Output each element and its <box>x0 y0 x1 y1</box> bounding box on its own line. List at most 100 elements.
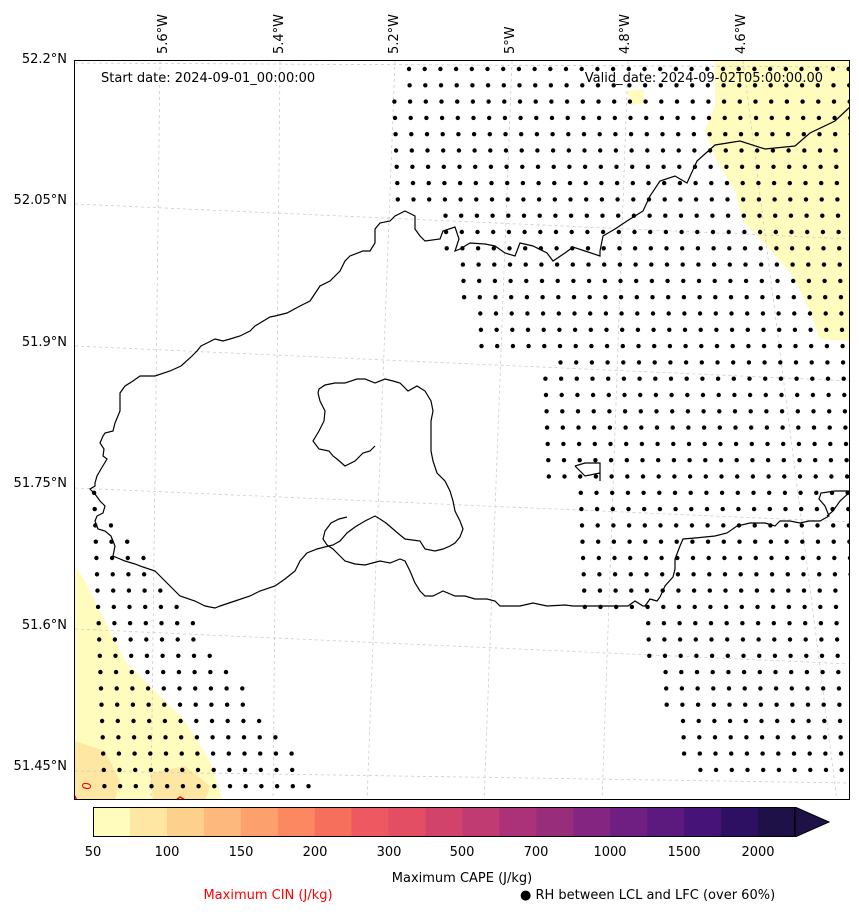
rh-dot <box>523 246 528 251</box>
rh-dot <box>775 735 780 740</box>
rh-dot <box>392 99 397 104</box>
rh-dot <box>753 99 758 104</box>
rh-dot <box>473 180 478 186</box>
rh-dot <box>423 99 428 104</box>
rh-dot <box>681 751 687 756</box>
rh-dot <box>821 262 827 267</box>
rh-dot <box>831 523 836 528</box>
rh-dot <box>836 229 841 235</box>
rh-dot <box>701 425 707 430</box>
rh-dot <box>837 702 842 707</box>
rh-dot <box>594 506 600 512</box>
rh-dot <box>541 327 546 332</box>
rh-dot <box>744 735 749 740</box>
rh-dot <box>725 653 730 658</box>
rh-dot <box>739 604 744 610</box>
rh-dot <box>599 180 604 186</box>
rh-dot <box>117 784 123 789</box>
rh-dot <box>739 148 744 153</box>
rh-dot <box>492 262 497 267</box>
rh-dot <box>552 180 557 186</box>
rh-dot <box>747 392 753 398</box>
rh-dot <box>688 490 693 495</box>
colorbar-swatch <box>758 807 796 837</box>
rh-dot <box>830 66 836 72</box>
rh-dot <box>159 637 165 642</box>
rh-dot <box>574 360 579 365</box>
rh-dot <box>705 66 710 72</box>
rh-dot <box>729 327 735 332</box>
rh-dot <box>571 295 577 300</box>
rh-dot <box>111 588 116 593</box>
rh-dot <box>669 392 674 398</box>
rh-dot <box>510 343 516 349</box>
rh-dot <box>770 588 775 593</box>
rh-dot <box>557 327 562 332</box>
rh-dot <box>592 425 597 430</box>
rh-dot <box>258 751 263 756</box>
rh-dot <box>789 229 794 235</box>
rh-dot <box>126 572 131 577</box>
rh-dot <box>461 295 467 300</box>
rh-dot <box>619 311 624 316</box>
rh-dot <box>763 376 768 381</box>
rh-dot <box>642 66 647 72</box>
rh-dot <box>539 278 545 284</box>
rh-dot <box>638 392 643 398</box>
colorbar-label: Maximum CAPE (J/kg) <box>391 871 533 886</box>
colorbar-tick-1500: 1500 <box>667 845 701 860</box>
rh-dot <box>520 180 526 186</box>
rh-dot <box>786 604 792 610</box>
rh-dot <box>720 506 725 512</box>
rh-dot <box>662 653 668 658</box>
rh-dot <box>815 83 820 88</box>
rh-dot <box>811 409 816 414</box>
rh-dot <box>126 588 132 593</box>
rh-dot <box>160 653 165 658</box>
rh-dot <box>591 409 596 414</box>
rh-dot <box>489 197 495 202</box>
rh-dot <box>737 555 743 561</box>
rh-dot <box>161 669 166 675</box>
rh-dot <box>534 132 540 137</box>
rh-dot <box>100 735 105 740</box>
rh-dot <box>569 229 574 235</box>
rh-dot <box>822 718 827 724</box>
rh-dot <box>507 246 512 251</box>
rh-dot <box>95 588 100 593</box>
rh-dot <box>723 588 728 593</box>
rh-dot <box>727 718 733 724</box>
rh-dot <box>523 262 528 267</box>
rh-dot <box>194 735 200 740</box>
start-date-label: Start date: 2024-09-01_00:00:00 <box>101 71 316 86</box>
rh-dot <box>256 718 262 724</box>
cape-area-southwest <box>75 566 223 799</box>
rh-dot <box>409 132 414 137</box>
rh-dot <box>408 115 413 121</box>
rh-dot <box>582 148 587 153</box>
rh-dot <box>789 669 794 675</box>
rh-dot <box>825 376 831 381</box>
rh-dot <box>180 784 186 789</box>
rh-dot <box>653 376 658 381</box>
rh-dot <box>597 588 603 593</box>
rh-dot <box>844 474 849 479</box>
rh-dot <box>194 718 199 724</box>
rh-dot <box>727 262 732 267</box>
rh-dot <box>634 295 639 300</box>
rh-dot <box>836 686 842 691</box>
lat-label-52.2n: 52.2°N <box>21 52 67 67</box>
rh-dot <box>585 229 590 235</box>
rh-dot <box>741 653 746 658</box>
rh-dot <box>749 425 754 430</box>
rh-dot <box>162 718 168 724</box>
rh-dot <box>127 621 133 626</box>
rh-dot <box>800 555 806 561</box>
rh-dot <box>663 669 668 675</box>
rh-dot <box>570 262 575 267</box>
rh-dot <box>697 295 702 300</box>
rh-dot <box>639 425 644 430</box>
rh-dot <box>599 197 605 202</box>
rh-dot <box>603 311 609 316</box>
rh-dot <box>724 621 729 626</box>
